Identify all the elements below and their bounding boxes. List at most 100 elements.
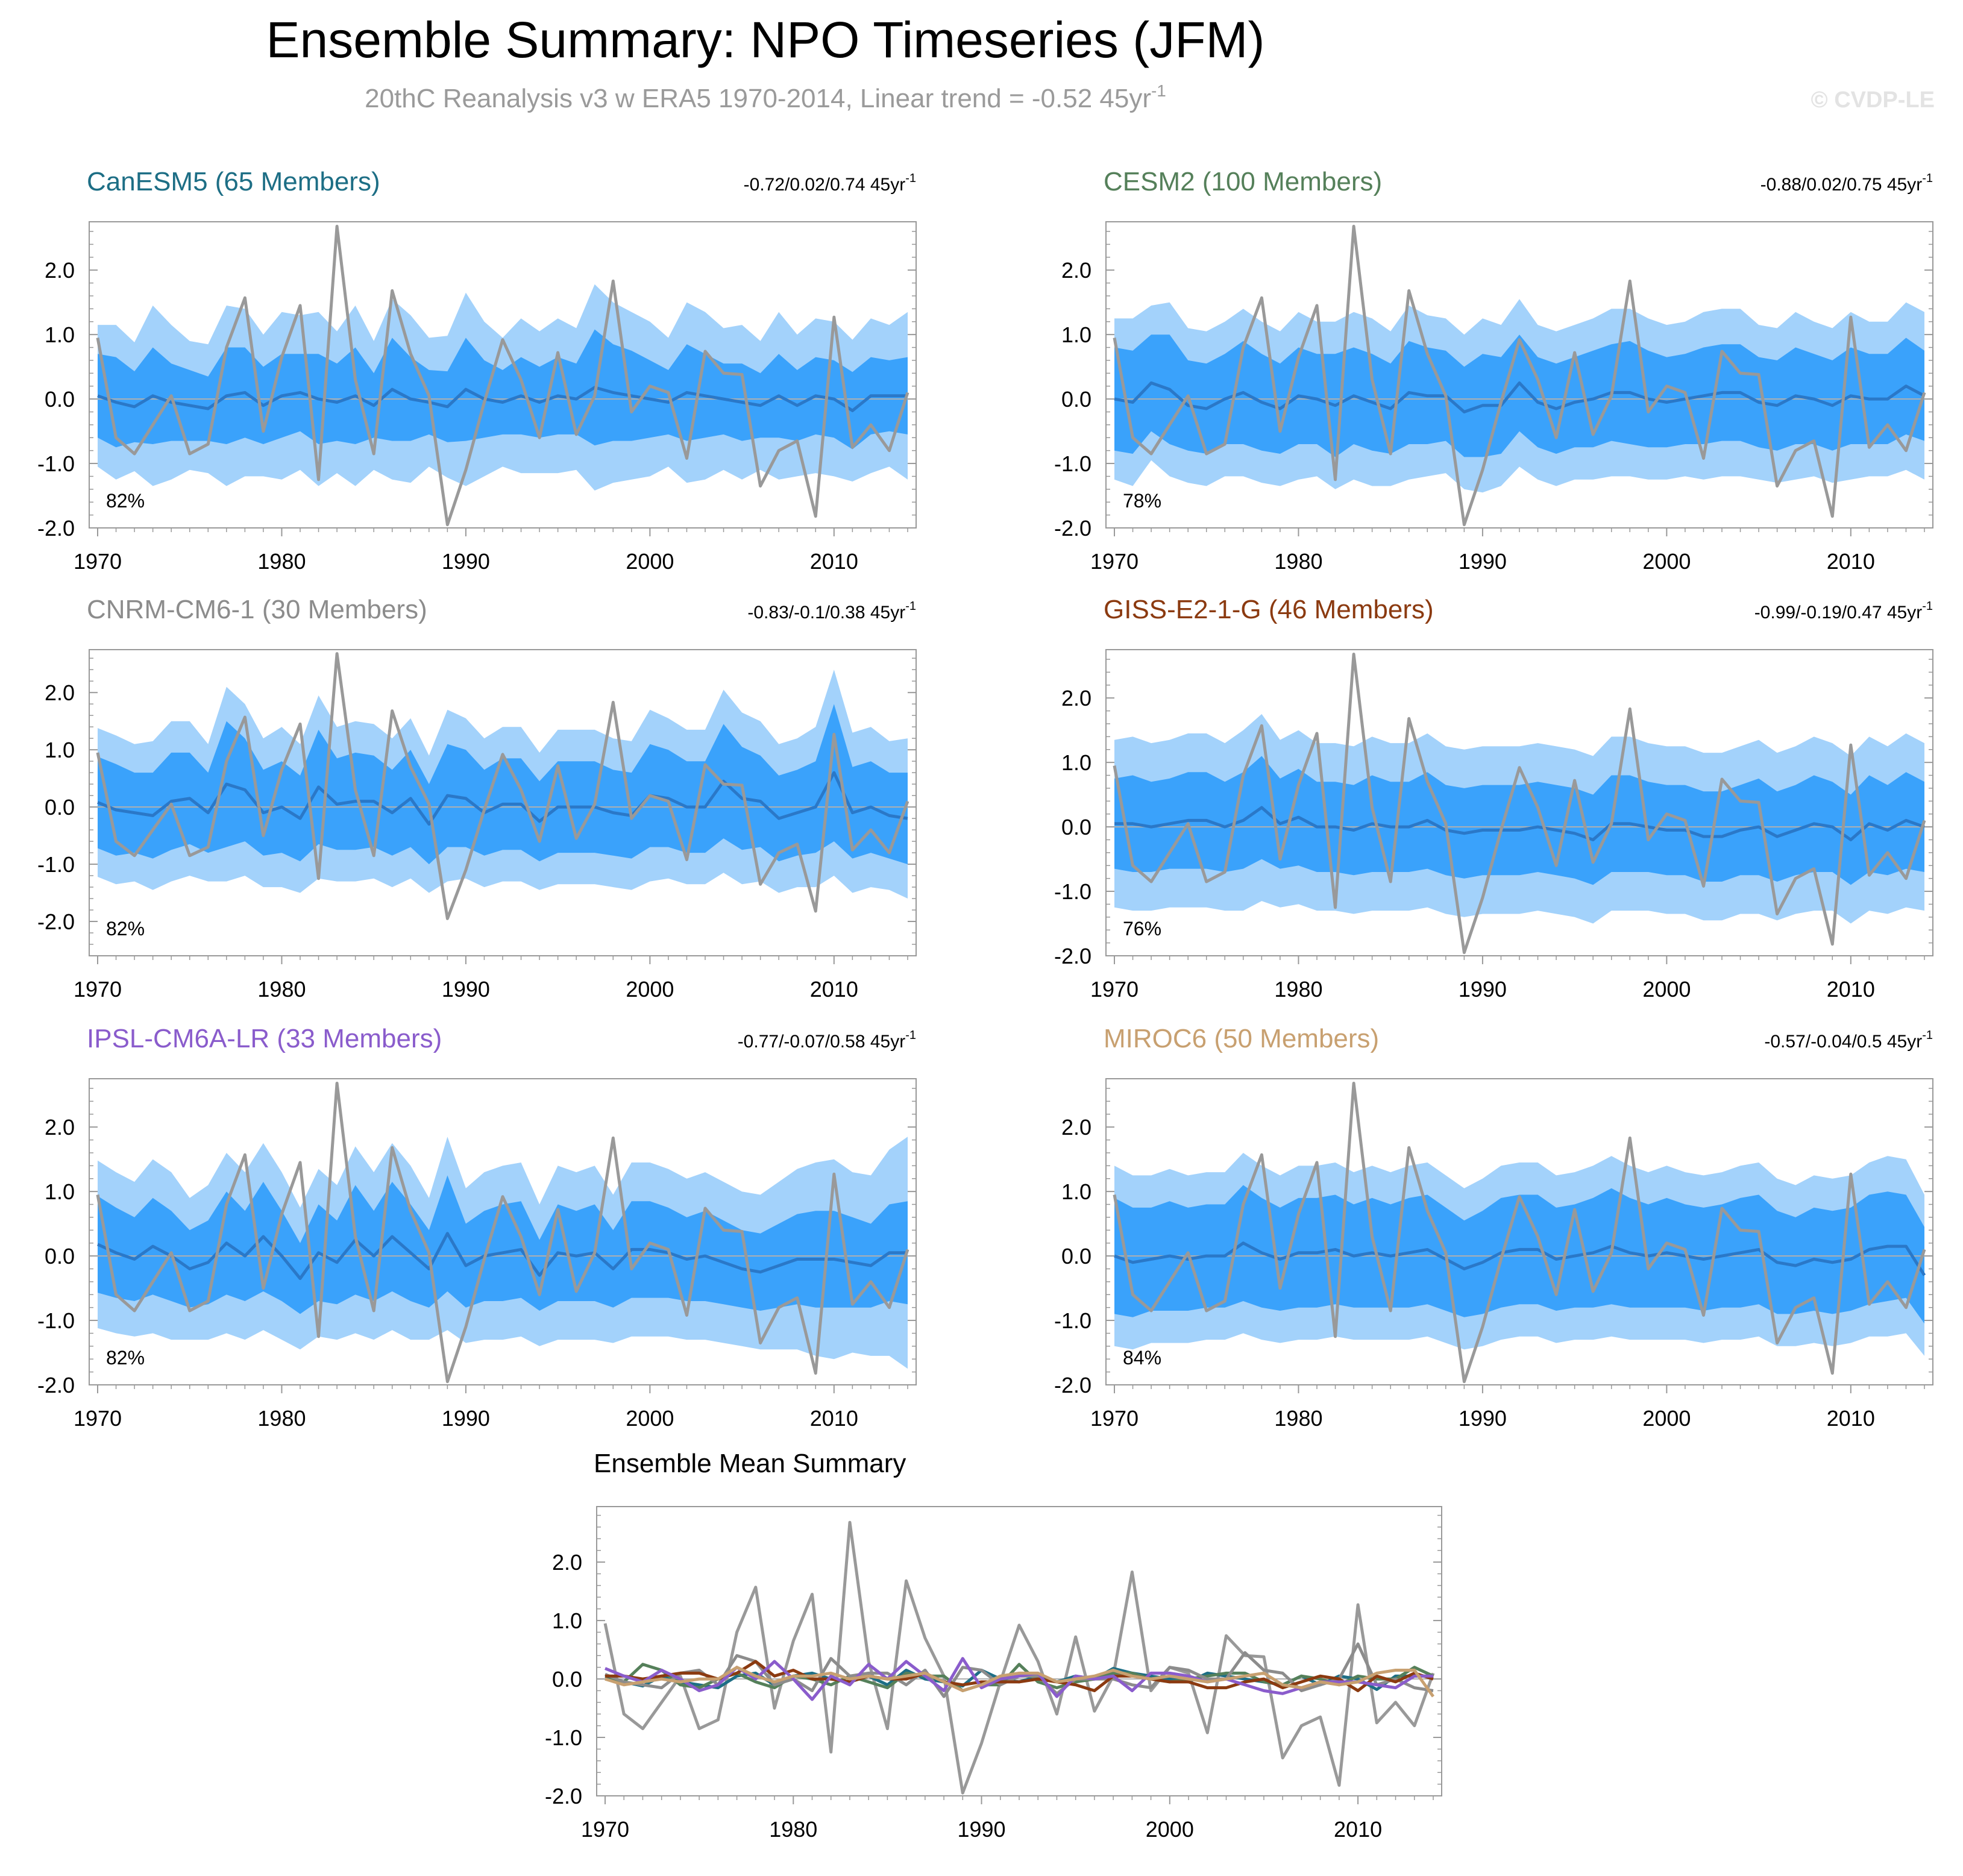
ensemble-mean-line [96,1232,908,1280]
trend-text: -0.99/-0.19/0.47 45yr [1754,603,1923,623]
model-panel: MIROC6 (50 Members) -0.57/-0.04/0.5 45yr-… [1054,1024,1933,1431]
band-25-75 [1114,334,1924,457]
y-tick-label: 1.0 [45,738,75,762]
y-tick-label: -2.0 [1054,516,1091,541]
trend-superscript: -1 [905,600,916,613]
x-tick-label: 1990 [1459,977,1507,1002]
x-tick-label: 2000 [1642,549,1691,574]
x-tick-label: 1970 [1090,977,1139,1002]
y-tick-label: 2.0 [1061,258,1091,283]
band-25-75 [1114,756,1924,885]
y-tick-label: 0.0 [552,1667,582,1692]
x-tick-label: 1980 [1274,1406,1322,1431]
trend-superscript: -1 [905,172,916,185]
x-tick-label: 2000 [1642,1406,1691,1431]
subtitle-superscript: -1 [1151,81,1166,100]
summary-series-line [605,1666,1435,1698]
summary-series-line [605,1663,1434,1692]
x-tick-label: 1970 [74,549,122,574]
observed-line [96,1082,909,1384]
x-tick-label: 1990 [442,1406,490,1431]
y-tick-label: 2.0 [1061,686,1091,711]
y-tick-label: -1.0 [1054,879,1091,904]
panel-percent: 82% [106,1347,145,1369]
trend-text: -0.57/-0.04/0.5 45yr [1764,1032,1922,1052]
panel-title: CNRM-CM6-1 (30 Members) [87,595,427,624]
y-tick-label: -2.0 [37,516,75,541]
observed-line [1113,1082,1926,1384]
y-tick-label: 1.0 [1061,750,1091,775]
y-tick-label: -2.0 [545,1784,582,1809]
panel-title: IPSL-CM6A-LR (33 Members) [87,1024,442,1053]
model-panel: IPSL-CM6A-LR (33 Members) -0.77/-0.07/0.5… [37,1024,917,1431]
panel-trend: -0.57/-0.04/0.5 45yr-1 [1764,1029,1933,1052]
y-tick-label: -2.0 [1054,1373,1091,1398]
observed-line [1113,653,1926,955]
trend-superscript: -1 [905,1029,916,1042]
x-tick-label: 1970 [1090,1406,1139,1431]
y-tick-label: 2.0 [552,1550,582,1575]
panel-title: GISS-E2-1-G (46 Members) [1104,595,1434,624]
x-tick-label: 1970 [1090,549,1139,574]
y-tick-label: -1.0 [37,852,75,877]
x-tick-label: 1990 [442,549,490,574]
panel-title: MIROC6 (50 Members) [1104,1024,1379,1053]
ensemble-mean-line [97,386,908,412]
panel-percent: 82% [106,490,145,512]
plot-area [597,1507,1442,1796]
x-tick-label: 2010 [810,977,858,1002]
y-tick-label: -1.0 [545,1725,582,1750]
trend-text: -0.72/0.02/0.74 45yr [744,175,906,195]
y-tick-label: -2.0 [37,1373,75,1398]
watermark: © CVDP-LE [1811,87,1935,113]
observed-line [96,225,909,527]
panel-percent: 76% [1123,918,1161,940]
trend-superscript: -1 [1922,600,1933,613]
trend-text: -0.77/-0.07/0.58 45yr [738,1032,906,1052]
x-tick-label: 2000 [626,549,674,574]
x-tick-label: 1980 [769,1817,817,1842]
observed-line [603,1520,1435,1795]
model-panel: CNRM-CM6-1 (30 Members) -0.83/-0.1/0.38 4… [37,595,917,1002]
x-tick-label: 2000 [626,1406,674,1431]
panel-trend: -0.72/0.02/0.74 45yr-1 [744,172,916,195]
y-tick-label: 0.0 [45,795,75,820]
band-25-75 [98,704,908,865]
panel-trend: -0.83/-0.1/0.38 45yr-1 [747,600,916,623]
ensemble-mean-summary-panel: Ensemble Mean Summary 2.0 1.0 0.0 -1.0 -2.0 19… [545,1449,1442,1842]
x-tick-label: 2000 [1642,977,1691,1002]
panel-percent: 82% [106,918,145,940]
y-tick-label: 1.0 [552,1608,582,1633]
x-tick-label: 1990 [1459,549,1507,574]
ensemble-mean-line [97,771,908,826]
panel-percent: 84% [1123,1347,1161,1369]
ensemble-mean-line [1114,381,1926,413]
x-tick-label: 2010 [1334,1817,1382,1842]
trend-superscript: -1 [1922,172,1933,185]
x-tick-label: 1980 [257,977,306,1002]
observed-line [1113,225,1926,527]
trend-superscript: -1 [1922,1029,1933,1042]
band-25-75 [1114,1185,1924,1324]
y-tick-label: 1.0 [1061,322,1091,347]
x-tick-label: 2010 [1827,549,1875,574]
panel-trend: -0.88/0.02/0.75 45yr-1 [1760,172,1933,195]
page-subtitle: 20thC Reanalysis v3 w ERA5 1970-2014, Li… [365,81,1166,113]
x-tick-label: 2010 [810,1406,858,1431]
model-panel: CanESM5 (65 Members) -0.72/0.02/0.74 45yr… [37,167,917,574]
y-tick-label: 0.0 [1061,387,1091,412]
y-tick-label: 0.0 [1061,1244,1091,1269]
x-tick-label: 2000 [626,977,674,1002]
y-tick-label: -1.0 [1054,451,1091,476]
x-tick-label: 1980 [257,549,306,574]
trend-text: -0.88/0.02/0.75 45yr [1760,175,1923,195]
x-tick-label: 1990 [1459,1406,1507,1431]
model-panel: CESM2 (100 Members) -0.88/0.02/0.75 45yr-… [1054,167,1933,574]
x-tick-label: 2010 [810,549,858,574]
x-tick-label: 1970 [74,1406,122,1431]
page-title: Ensemble Summary: NPO Timeseries (JFM) [266,11,1265,68]
panel-trend: -0.77/-0.07/0.58 45yr-1 [738,1029,916,1052]
x-tick-label: 1980 [1274,977,1322,1002]
panel-title: CanESM5 (65 Members) [87,167,380,196]
